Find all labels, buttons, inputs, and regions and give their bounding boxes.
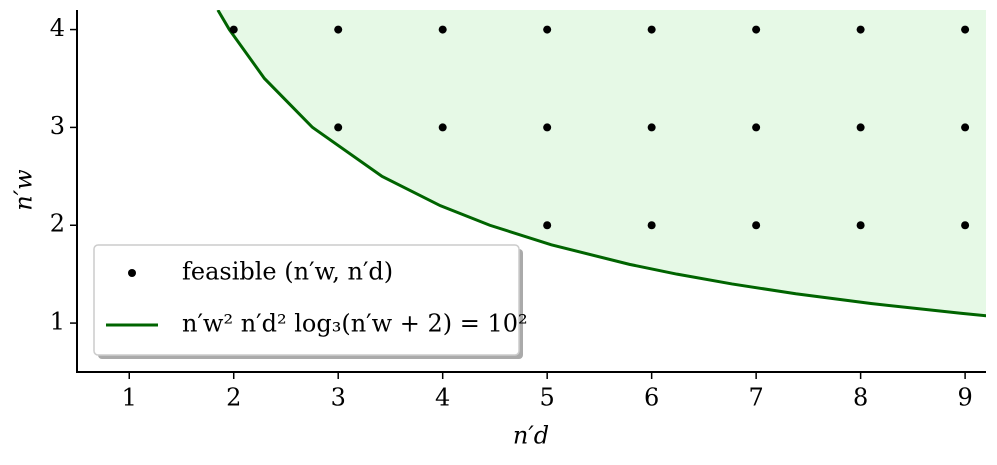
point [647, 221, 656, 230]
y-tick-label: 3 [50, 112, 65, 140]
point [334, 25, 343, 34]
x-tick-label: 5 [540, 384, 555, 412]
x-tick-label: 1 [122, 384, 137, 412]
x-tick-label: 4 [435, 384, 450, 412]
x-tick-label: 9 [957, 384, 972, 412]
x-tick-label: 3 [331, 384, 346, 412]
point [543, 25, 552, 34]
point [752, 25, 761, 34]
point [961, 25, 970, 34]
constraint-curve [216, 10, 986, 318]
y-tick-label: 2 [50, 210, 65, 238]
y-axis-label: n′w [10, 169, 38, 211]
x-tick-label: 6 [644, 384, 659, 412]
legend-marker [128, 269, 136, 277]
point [856, 123, 865, 132]
point [438, 25, 447, 34]
point [229, 25, 238, 34]
point [334, 123, 343, 132]
point [543, 221, 552, 230]
point [961, 123, 970, 132]
point [647, 123, 656, 132]
point [856, 25, 865, 34]
y-tick-label: 1 [50, 308, 65, 336]
x-tick-label: 2 [226, 384, 241, 412]
legend-label: feasible (n′w, n′d) [182, 258, 393, 286]
feasible-region [217, 10, 986, 317]
point [961, 221, 970, 230]
y-tick-label: 4 [50, 14, 65, 42]
x-tick-label: 7 [748, 384, 763, 412]
point [543, 123, 552, 132]
legend-label: n′w² n′d² log₃(n′w + 2) = 10² [182, 310, 528, 338]
point [438, 123, 447, 132]
point [647, 25, 656, 34]
x-tick-label: 8 [853, 384, 868, 412]
point [752, 123, 761, 132]
point [752, 221, 761, 230]
x-axis-label: n′d [513, 422, 549, 450]
point [856, 221, 865, 230]
plot-area [216, 10, 986, 318]
legend [93, 244, 520, 356]
